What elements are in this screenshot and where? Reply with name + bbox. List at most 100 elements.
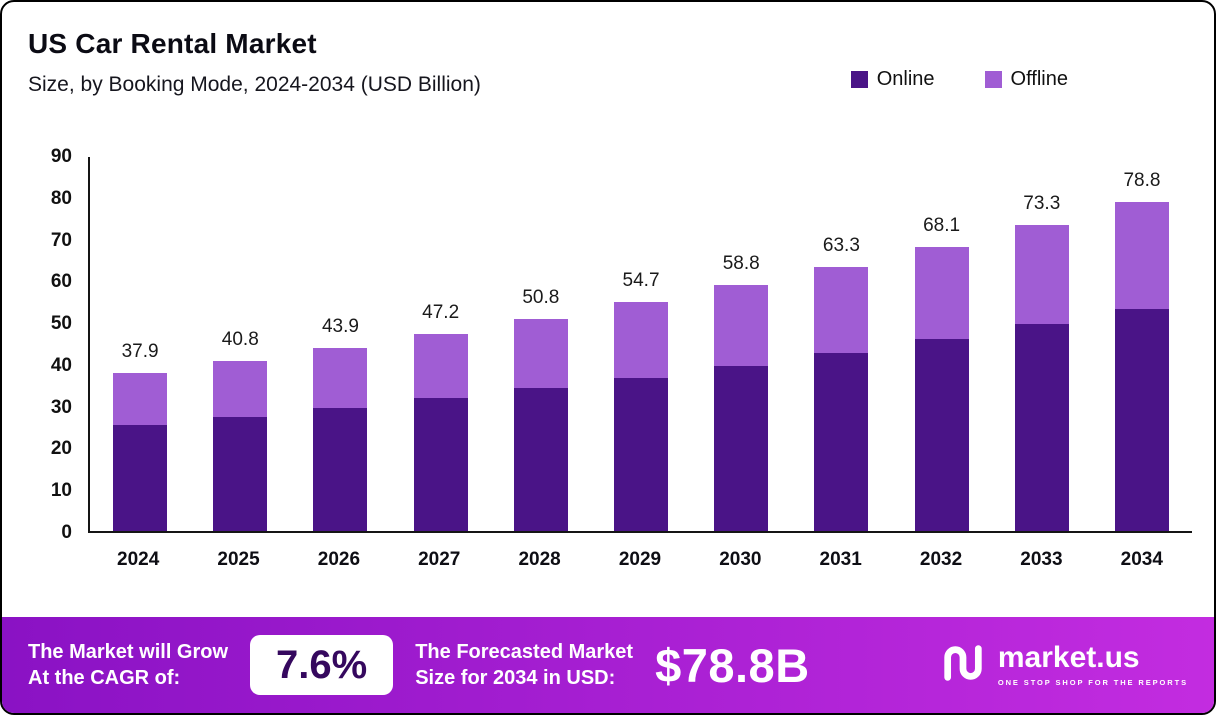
bar-segment-offline — [1114, 201, 1169, 309]
y-axis-tick: 0 — [61, 522, 72, 543]
bar-segment-online — [1014, 323, 1069, 531]
page-title: US Car Rental Market — [28, 28, 317, 59]
bar-segment-online — [113, 425, 168, 531]
stacked-bar: 37.9 — [113, 341, 168, 531]
y-axis-tick: 40 — [50, 354, 72, 376]
bar-total-label: 58.8 — [722, 253, 760, 275]
bar-segment-online — [213, 416, 268, 531]
bar-segment-online — [1114, 308, 1169, 531]
legend-label: Online — [876, 68, 935, 90]
legend-label: Offline — [1010, 68, 1068, 90]
bar-total-label: 73.3 — [1023, 192, 1061, 214]
chart-subtitle: Size, by Booking Mode, 2024-2034 (USD Bi… — [28, 73, 481, 96]
bar-segment-offline — [113, 372, 168, 426]
chart-section: US Car Rental Market Size, by Booking Mo… — [2, 2, 1214, 617]
cagr-label-line1: The Market will Grow — [28, 641, 229, 663]
bar-column: 54.7 — [591, 270, 691, 531]
bar-column: 63.3 — [791, 235, 891, 531]
x-axis: 2024 2025 2026 2027 2028 2029 2030 2031 2032 2033… — [88, 549, 1192, 571]
bar-segment-online — [814, 352, 869, 531]
stacked-bar: 78.8 — [1114, 170, 1169, 531]
bar-total-label: 43.9 — [321, 315, 359, 337]
bar-column: 43.9 — [290, 316, 390, 531]
x-axis-label: 2029 — [618, 549, 662, 570]
y-axis: 0 10 20 30 40 50 60 70 80 90 — [32, 146, 84, 543]
marketus-logo-icon — [940, 641, 986, 690]
bar-segment-offline — [914, 246, 969, 339]
bar-segment-online — [914, 338, 969, 531]
forecast-label-line1: The Forecasted Market — [415, 641, 634, 663]
bar-total-label: 78.8 — [1123, 169, 1161, 191]
bar-segment-offline — [814, 266, 869, 353]
stacked-bar: 63.3 — [814, 235, 869, 531]
marketus-logo: market.us ONE STOP SHOP FOR THE REPORTS — [940, 641, 1188, 690]
bar-total-label: 63.3 — [822, 234, 860, 256]
bar-segment-online — [313, 408, 368, 531]
bar-segment-offline — [614, 302, 669, 379]
bar-total-label: 37.9 — [121, 340, 159, 362]
bar-segment-offline — [213, 360, 268, 417]
forecast-value: $78.8B — [655, 638, 810, 692]
bar-total-label: 47.2 — [422, 301, 460, 323]
bar-total-label: 40.8 — [221, 328, 259, 350]
bar-column: 68.1 — [892, 215, 992, 531]
logo-tagline: ONE STOP SHOP FOR THE REPORTS — [997, 678, 1188, 687]
logo-text-block: market.us ONE STOP SHOP FOR THE REPORTS — [997, 643, 1188, 688]
stacked-bar: 58.8 — [714, 253, 769, 531]
bar-segment-offline — [714, 285, 769, 366]
legend-swatch-online — [850, 71, 868, 88]
bar-chart: 0 10 20 30 40 50 60 70 80 90 37.9 40.8 43.9 47.2 50.8… — [32, 146, 1192, 570]
forecast-label: The Forecasted Market Size for 2034 in U… — [415, 639, 633, 691]
footer-banner: The Market will Grow At the CAGR of: 7.6… — [2, 617, 1214, 713]
bar-segment-online — [714, 365, 769, 531]
x-axis-label: 2033 — [1020, 549, 1063, 570]
bar-column: 58.8 — [691, 253, 791, 531]
stacked-bar: 43.9 — [313, 316, 368, 531]
stacked-bar: 68.1 — [914, 215, 969, 531]
x-axis-label: 2024 — [117, 549, 160, 570]
x-axis-label: 2026 — [317, 549, 361, 570]
legend-item-offline: Offline — [984, 68, 1068, 91]
x-axis-label: 2028 — [518, 549, 561, 570]
y-axis-tick: 80 — [50, 187, 72, 209]
bar-total-label: 68.1 — [923, 214, 961, 236]
cagr-label-line2: At the CAGR of: — [28, 667, 181, 689]
bar-segment-offline — [513, 318, 568, 389]
y-axis-tick: 30 — [50, 396, 72, 418]
y-axis-tick: 50 — [50, 313, 72, 335]
y-axis-tick: 10 — [50, 480, 72, 502]
stacked-bar: 54.7 — [614, 270, 669, 531]
bar-total-label: 54.7 — [622, 270, 660, 292]
bar-segment-online — [413, 397, 468, 531]
x-axis-label: 2034 — [1120, 549, 1163, 570]
cagr-label: The Market will Grow At the CAGR of: — [28, 639, 228, 691]
chart-legend: Online Offline — [850, 68, 1068, 91]
bar-segment-offline — [413, 333, 468, 398]
plot-area: 37.9 40.8 43.9 47.2 50.8 54.7 58.8 63.3 68.1 73.3… — [88, 157, 1192, 533]
bar-column: 47.2 — [391, 302, 491, 531]
x-axis-label: 2025 — [217, 549, 260, 570]
cagr-value-badge: 7.6% — [250, 635, 394, 695]
bar-column: 40.8 — [190, 329, 290, 531]
bar-total-label: 50.8 — [522, 286, 560, 308]
legend-item-online: Online — [850, 68, 935, 91]
stacked-bar: 47.2 — [413, 302, 468, 531]
bar-column: 37.9 — [90, 341, 190, 531]
bar-column: 73.3 — [992, 193, 1092, 531]
x-axis-label: 2032 — [919, 549, 963, 570]
bar-column: 50.8 — [491, 287, 591, 531]
forecast-label-line2: Size for 2034 in USD: — [415, 667, 616, 689]
stacked-bar: 40.8 — [213, 329, 268, 531]
y-axis-tick: 20 — [50, 438, 72, 460]
legend-swatch-offline — [984, 71, 1002, 88]
y-axis-tick: 70 — [50, 229, 72, 251]
y-axis-tick: 60 — [50, 271, 72, 293]
stacked-bar: 73.3 — [1014, 193, 1069, 531]
bar-segment-online — [513, 388, 568, 531]
bar-segment-offline — [313, 347, 368, 409]
stacked-bar: 50.8 — [513, 287, 568, 531]
x-axis-label: 2027 — [418, 549, 461, 570]
bar-segment-online — [614, 378, 669, 531]
chart-header: US Car Rental Market Size, by Booking Mo… — [2, 2, 1214, 97]
